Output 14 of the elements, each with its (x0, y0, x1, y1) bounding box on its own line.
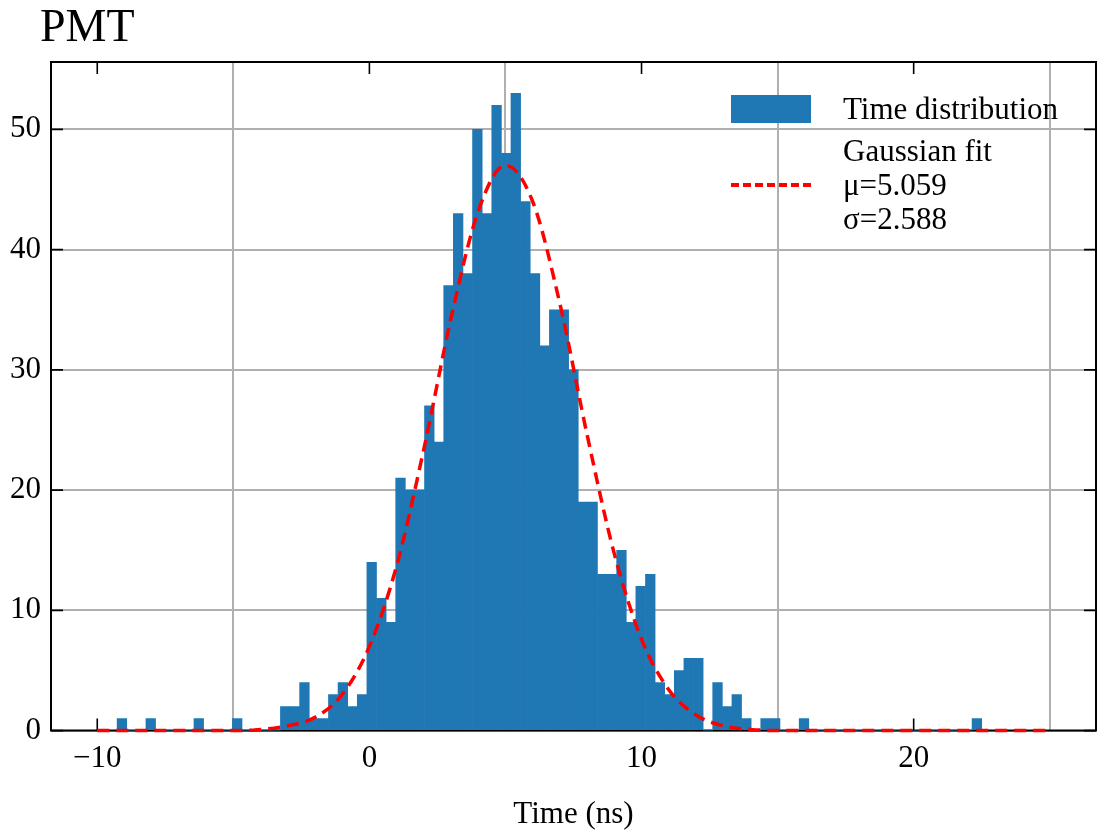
x-tick-label: 20 (898, 739, 930, 775)
y-tick-label: 40 (10, 229, 41, 265)
y-tick-label: 50 (10, 109, 41, 145)
legend-label: Time distribution (843, 91, 1059, 126)
x-tick-label: 0 (361, 739, 378, 775)
x-axis-title: Time (ns) (513, 794, 634, 830)
chart-title: PMT (40, 0, 135, 52)
x-tick-label: 10 (626, 739, 658, 775)
y-tick-label: 30 (10, 349, 41, 385)
x-tick-label: −10 (73, 739, 122, 775)
legend-label: Gaussian fit μ=5.059 σ=2.588 (843, 133, 992, 236)
y-tick-label: 20 (10, 470, 41, 506)
y-tick-label: 0 (25, 710, 41, 746)
y-tick-label: 10 (10, 590, 41, 626)
